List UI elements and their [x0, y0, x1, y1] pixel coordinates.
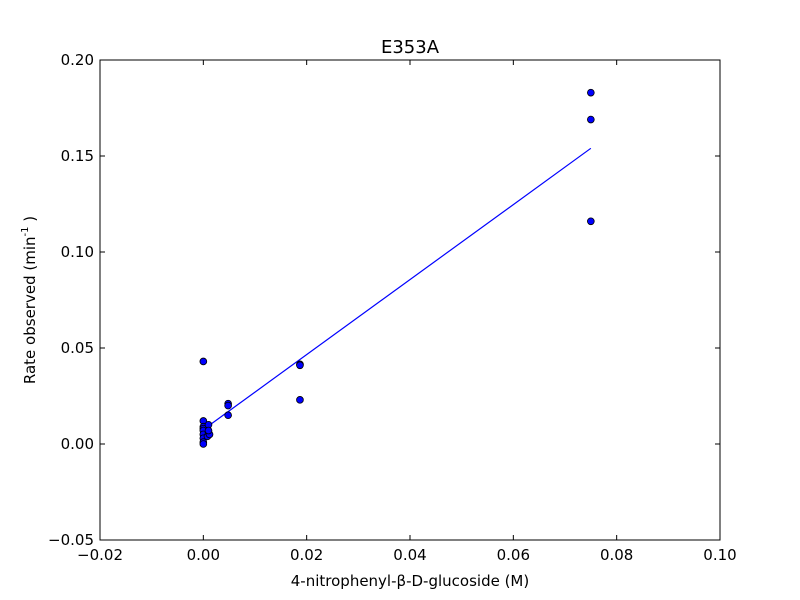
- data-point: [587, 115, 595, 124]
- chart-title: E353A: [381, 37, 440, 58]
- data-point: [587, 88, 595, 97]
- plot-frame: [99, 59, 721, 541]
- y-tick-label: 0.15: [61, 147, 94, 165]
- x-tick-label: 0.06: [497, 546, 530, 564]
- data-points-layer: [199, 88, 595, 448]
- y-axis-label-prefix: Rate observed (min: [21, 237, 39, 385]
- data-point: [224, 401, 232, 410]
- y-axis-label-superscript: -1: [20, 227, 31, 237]
- x-tick-label: 0.08: [600, 546, 633, 564]
- data-point: [199, 440, 208, 448]
- y-tick-label: −0.05: [48, 531, 94, 549]
- x-tick-label: 0.02: [290, 546, 323, 564]
- y-tick-label: 0.20: [61, 51, 94, 69]
- y-axis-label-suffix: ): [21, 216, 39, 227]
- x-axis-label: 4-nitrophenyl-β-D-glucoside (M): [291, 572, 529, 590]
- x-tick-label: −0.02: [77, 546, 123, 564]
- y-axis-ticks: −0.05 0.00 0.05 0.10 0.15 0.20: [48, 51, 720, 549]
- fit-line-layer: [202, 147, 592, 431]
- y-tick-label: 0.00: [61, 435, 94, 453]
- plot-area: [100, 60, 720, 540]
- y-tick-label: 0.10: [61, 243, 94, 261]
- data-point: [204, 426, 213, 435]
- data-point: [199, 357, 208, 366]
- data-point: [224, 411, 232, 420]
- x-tick-label: 0.00: [187, 546, 220, 564]
- data-point: [296, 396, 304, 404]
- x-tick-label: 0.10: [703, 546, 736, 564]
- fit-line: [202, 147, 592, 431]
- y-tick-label: 0.05: [61, 339, 94, 357]
- data-point: [296, 361, 304, 370]
- x-tick-label: 0.04: [393, 546, 426, 564]
- x-axis-ticks: −0.02 0.00 0.02 0.04 0.06 0.08 0.10: [77, 60, 737, 564]
- y-axis-label: Rate observed (min-1 ): [20, 216, 39, 384]
- data-point: [587, 217, 595, 226]
